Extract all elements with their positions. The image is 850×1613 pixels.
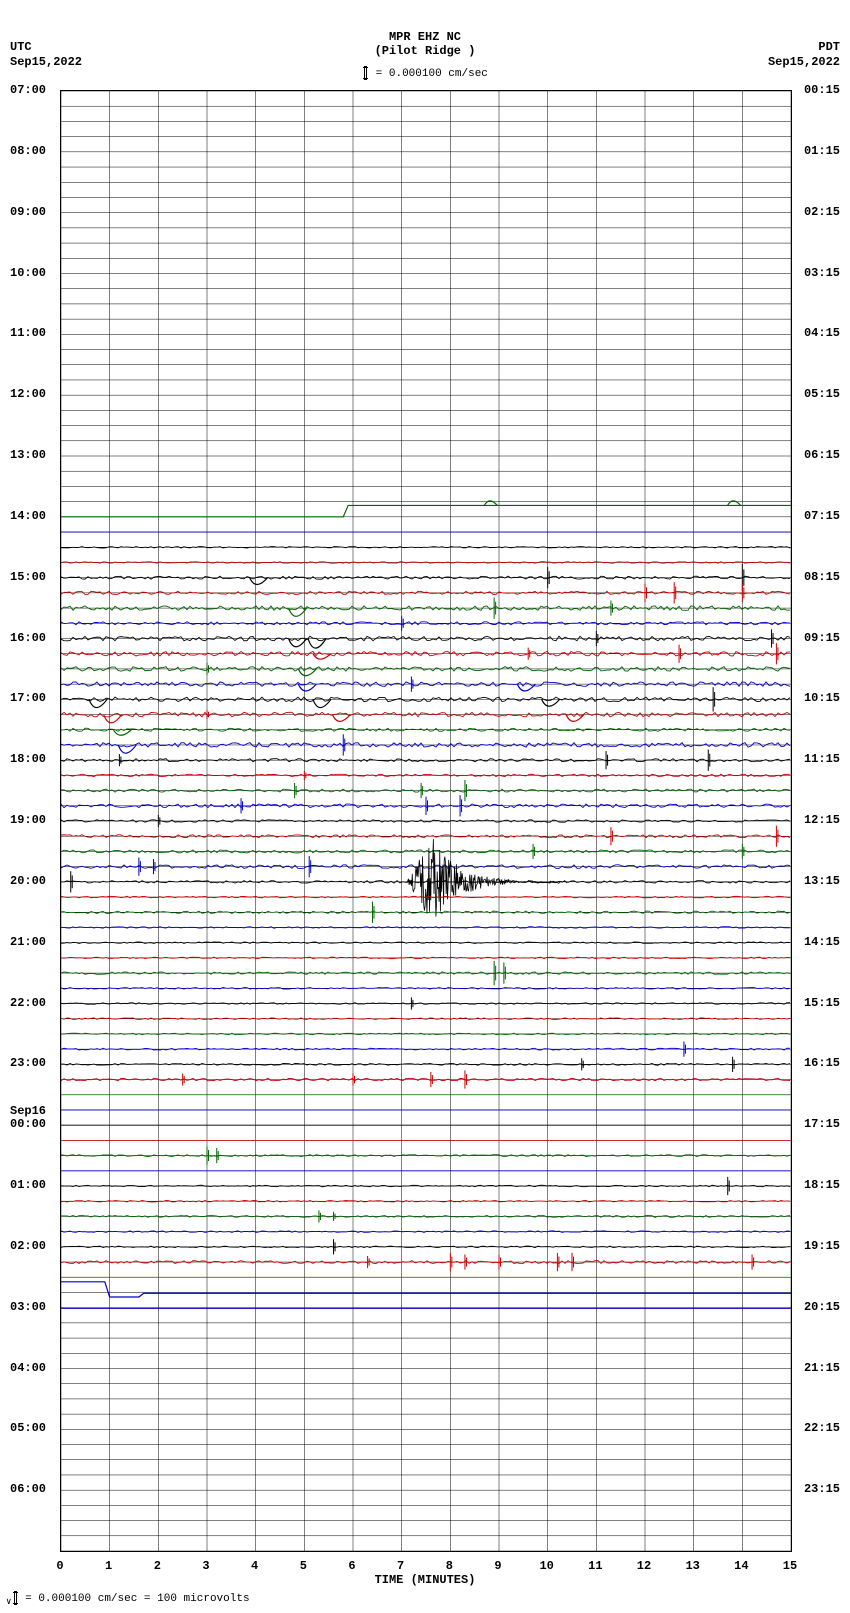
pdt-date: Sep15,2022: [768, 55, 840, 69]
left-hour-label: 20:00: [10, 874, 46, 888]
plot-svg: [61, 91, 791, 1551]
right-hour-label: 08:15: [804, 570, 840, 584]
title-block: MPR EHZ NC (Pilot Ridge ): [0, 30, 850, 58]
left-hour-label: 04:00: [10, 1361, 46, 1375]
x-tick-label: 6: [342, 1559, 362, 1573]
x-tick-label: 8: [439, 1559, 459, 1573]
utc-label: UTC: [10, 40, 32, 54]
x-tick-label: 5: [293, 1559, 313, 1573]
x-tick-label: 11: [585, 1559, 605, 1573]
left-hour-label: 23:00: [10, 1056, 46, 1070]
right-hour-label: 04:15: [804, 326, 840, 340]
left-hour-date: Sep16: [10, 1104, 46, 1118]
right-hour-label: 22:15: [804, 1421, 840, 1435]
x-tick-label: 9: [488, 1559, 508, 1573]
scale-top: = 0.000100 cm/sec: [0, 66, 850, 80]
left-hour-label: 21:00: [10, 935, 46, 949]
left-hour-label: 16:00: [10, 631, 46, 645]
pdt-label: PDT: [818, 40, 840, 54]
x-axis-label: TIME (MINUTES): [0, 1573, 850, 1587]
right-hour-label: 06:15: [804, 448, 840, 462]
right-hour-label: 15:15: [804, 996, 840, 1010]
left-hour-label: 07:00: [10, 83, 46, 97]
right-hour-label: 23:15: [804, 1482, 840, 1496]
right-hour-label: 12:15: [804, 813, 840, 827]
seismogram-plot: [60, 90, 792, 1552]
x-tick-label: 1: [99, 1559, 119, 1573]
x-tick-label: 0: [50, 1559, 70, 1573]
right-hour-label: 09:15: [804, 631, 840, 645]
scale-bar-icon: [14, 1591, 17, 1605]
x-tick-label: 14: [731, 1559, 751, 1573]
right-hour-label: 21:15: [804, 1361, 840, 1375]
left-hour-label: 12:00: [10, 387, 46, 401]
left-hour-label: 09:00: [10, 205, 46, 219]
left-hour-label: 15:00: [10, 570, 46, 584]
left-hour-label: 18:00: [10, 752, 46, 766]
scale-top-text: = 0.000100 cm/sec: [369, 68, 488, 80]
right-hour-label: 00:15: [804, 83, 840, 97]
right-hour-label: 13:15: [804, 874, 840, 888]
left-hour-label: 02:00: [10, 1239, 46, 1253]
right-hour-label: 19:15: [804, 1239, 840, 1253]
right-hour-label: 16:15: [804, 1056, 840, 1070]
left-hour-label: 00:00: [10, 1117, 46, 1131]
left-hour-label: 19:00: [10, 813, 46, 827]
seismogram-page: MPR EHZ NC (Pilot Ridge ) = 0.000100 cm/…: [0, 0, 850, 1613]
utc-date: Sep15,2022: [10, 55, 82, 69]
left-hour-label: 05:00: [10, 1421, 46, 1435]
right-hour-label: 07:15: [804, 509, 840, 523]
left-hour-label: 17:00: [10, 691, 46, 705]
left-hour-label: 03:00: [10, 1300, 46, 1314]
left-hour-label: 08:00: [10, 144, 46, 158]
right-hour-label: 10:15: [804, 691, 840, 705]
right-hour-label: 14:15: [804, 935, 840, 949]
right-hour-label: 03:15: [804, 266, 840, 280]
left-hour-label: 06:00: [10, 1482, 46, 1496]
right-hour-label: 01:15: [804, 144, 840, 158]
x-tick-label: 15: [780, 1559, 800, 1573]
right-hour-label: 20:15: [804, 1300, 840, 1314]
right-hour-label: 05:15: [804, 387, 840, 401]
left-hour-label: 10:00: [10, 266, 46, 280]
left-hour-label: 14:00: [10, 509, 46, 523]
left-hour-label: 22:00: [10, 996, 46, 1010]
left-hour-label: 13:00: [10, 448, 46, 462]
x-tick-label: 4: [245, 1559, 265, 1573]
x-tick-label: 7: [391, 1559, 411, 1573]
right-hour-label: 18:15: [804, 1178, 840, 1192]
station-name: (Pilot Ridge ): [0, 44, 850, 58]
x-tick-label: 10: [537, 1559, 557, 1573]
left-hour-label: 11:00: [10, 326, 46, 340]
x-tick-label: 12: [634, 1559, 654, 1573]
station-code: MPR EHZ NC: [0, 30, 850, 44]
scale-bar-icon: [364, 66, 367, 80]
right-hour-label: 17:15: [804, 1117, 840, 1131]
left-hour-label: 01:00: [10, 1178, 46, 1192]
x-tick-label: 2: [147, 1559, 167, 1573]
footer-scale: ∨ = 0.000100 cm/sec = 100 microvolts: [6, 1591, 250, 1607]
right-hour-label: 02:15: [804, 205, 840, 219]
right-hour-label: 11:15: [804, 752, 840, 766]
x-tick-label: 3: [196, 1559, 216, 1573]
footer-text: = 0.000100 cm/sec = 100 microvolts: [19, 1593, 250, 1605]
x-tick-label: 13: [683, 1559, 703, 1573]
